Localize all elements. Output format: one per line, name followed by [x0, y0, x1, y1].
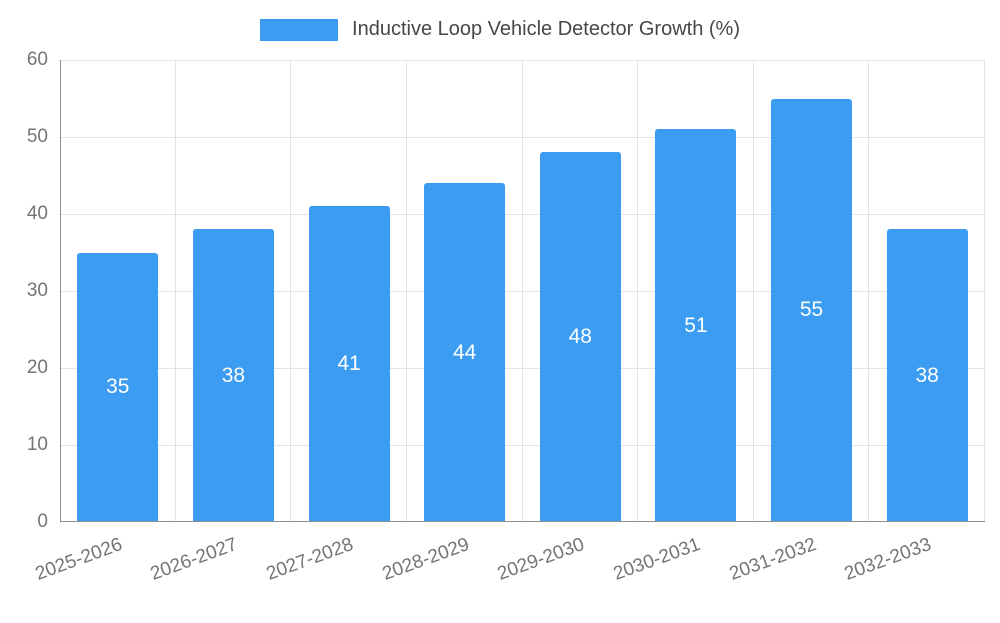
x-tick-label: 2031-2032 [726, 534, 819, 585]
v-gridline [174, 60, 176, 522]
v-gridline [290, 60, 292, 522]
bar-value-label: 38 [221, 363, 246, 387]
y-tick-label: 30 [26, 280, 48, 301]
bar-2030-2031: 51 [655, 129, 737, 522]
v-gridline [984, 60, 985, 522]
y-tick-label: 50 [26, 126, 48, 147]
v-gridline [521, 60, 523, 522]
bar-2026-2027: 38 [192, 229, 274, 522]
bar-2032-2033: 38 [886, 229, 968, 522]
y-tick-label: 10 [26, 434, 48, 455]
y-tick-label: 60 [26, 49, 48, 70]
x-tick-label: 2030-2031 [610, 534, 704, 585]
x-tick-label: 2029-2030 [494, 534, 588, 585]
legend-label: Inductive Loop Vehicle Detector Growth (… [352, 18, 740, 40]
bar-value-label: 44 [453, 340, 477, 364]
y-tick-label: 0 [37, 511, 48, 532]
bar-2028-2029: 44 [424, 183, 506, 522]
h-gridline [60, 214, 985, 215]
y-axis-line [60, 60, 61, 522]
y-tick-label: 20 [26, 357, 48, 378]
bar-value-label: 35 [106, 375, 130, 399]
v-gridline [752, 60, 754, 522]
x-tick-label: 2027-2028 [263, 534, 357, 585]
h-gridline [60, 445, 985, 446]
h-gridline [60, 291, 985, 292]
bar-value-label: 55 [799, 298, 824, 322]
chart-legend: Inductive Loop Vehicle Detector Growth (… [0, 18, 1000, 41]
v-gridline [637, 60, 639, 522]
v-gridline [868, 60, 870, 522]
x-tick-label: 2028-2029 [379, 534, 472, 585]
h-gridline [60, 368, 985, 369]
bar-2027-2028: 41 [308, 206, 390, 522]
bar-2031-2032: 55 [771, 98, 853, 522]
bar-2029-2030: 48 [539, 152, 621, 522]
h-gridline [60, 137, 985, 138]
plot-area: 0 10 20 30 40 50 60 35 2025-2026 38 2026-2027 41 202… [27, 49, 985, 585]
x-tick-label: 2026-2027 [148, 534, 241, 585]
x-axis-line [60, 521, 985, 522]
bar-value-label: 41 [337, 352, 361, 376]
bar-chart: Inductive Loop Vehicle Detector Growth (… [0, 18, 1000, 585]
legend-swatch [260, 18, 339, 41]
bar-2025-2026: 35 [77, 252, 159, 522]
v-gridline [405, 60, 407, 522]
bar-value-label: 38 [915, 363, 939, 387]
x-tick-label: 2032-2033 [841, 534, 935, 585]
y-tick-label: 40 [26, 203, 48, 224]
bar-value-label: 48 [568, 325, 592, 349]
h-gridline [60, 60, 985, 61]
bar-value-label: 51 [684, 313, 708, 337]
